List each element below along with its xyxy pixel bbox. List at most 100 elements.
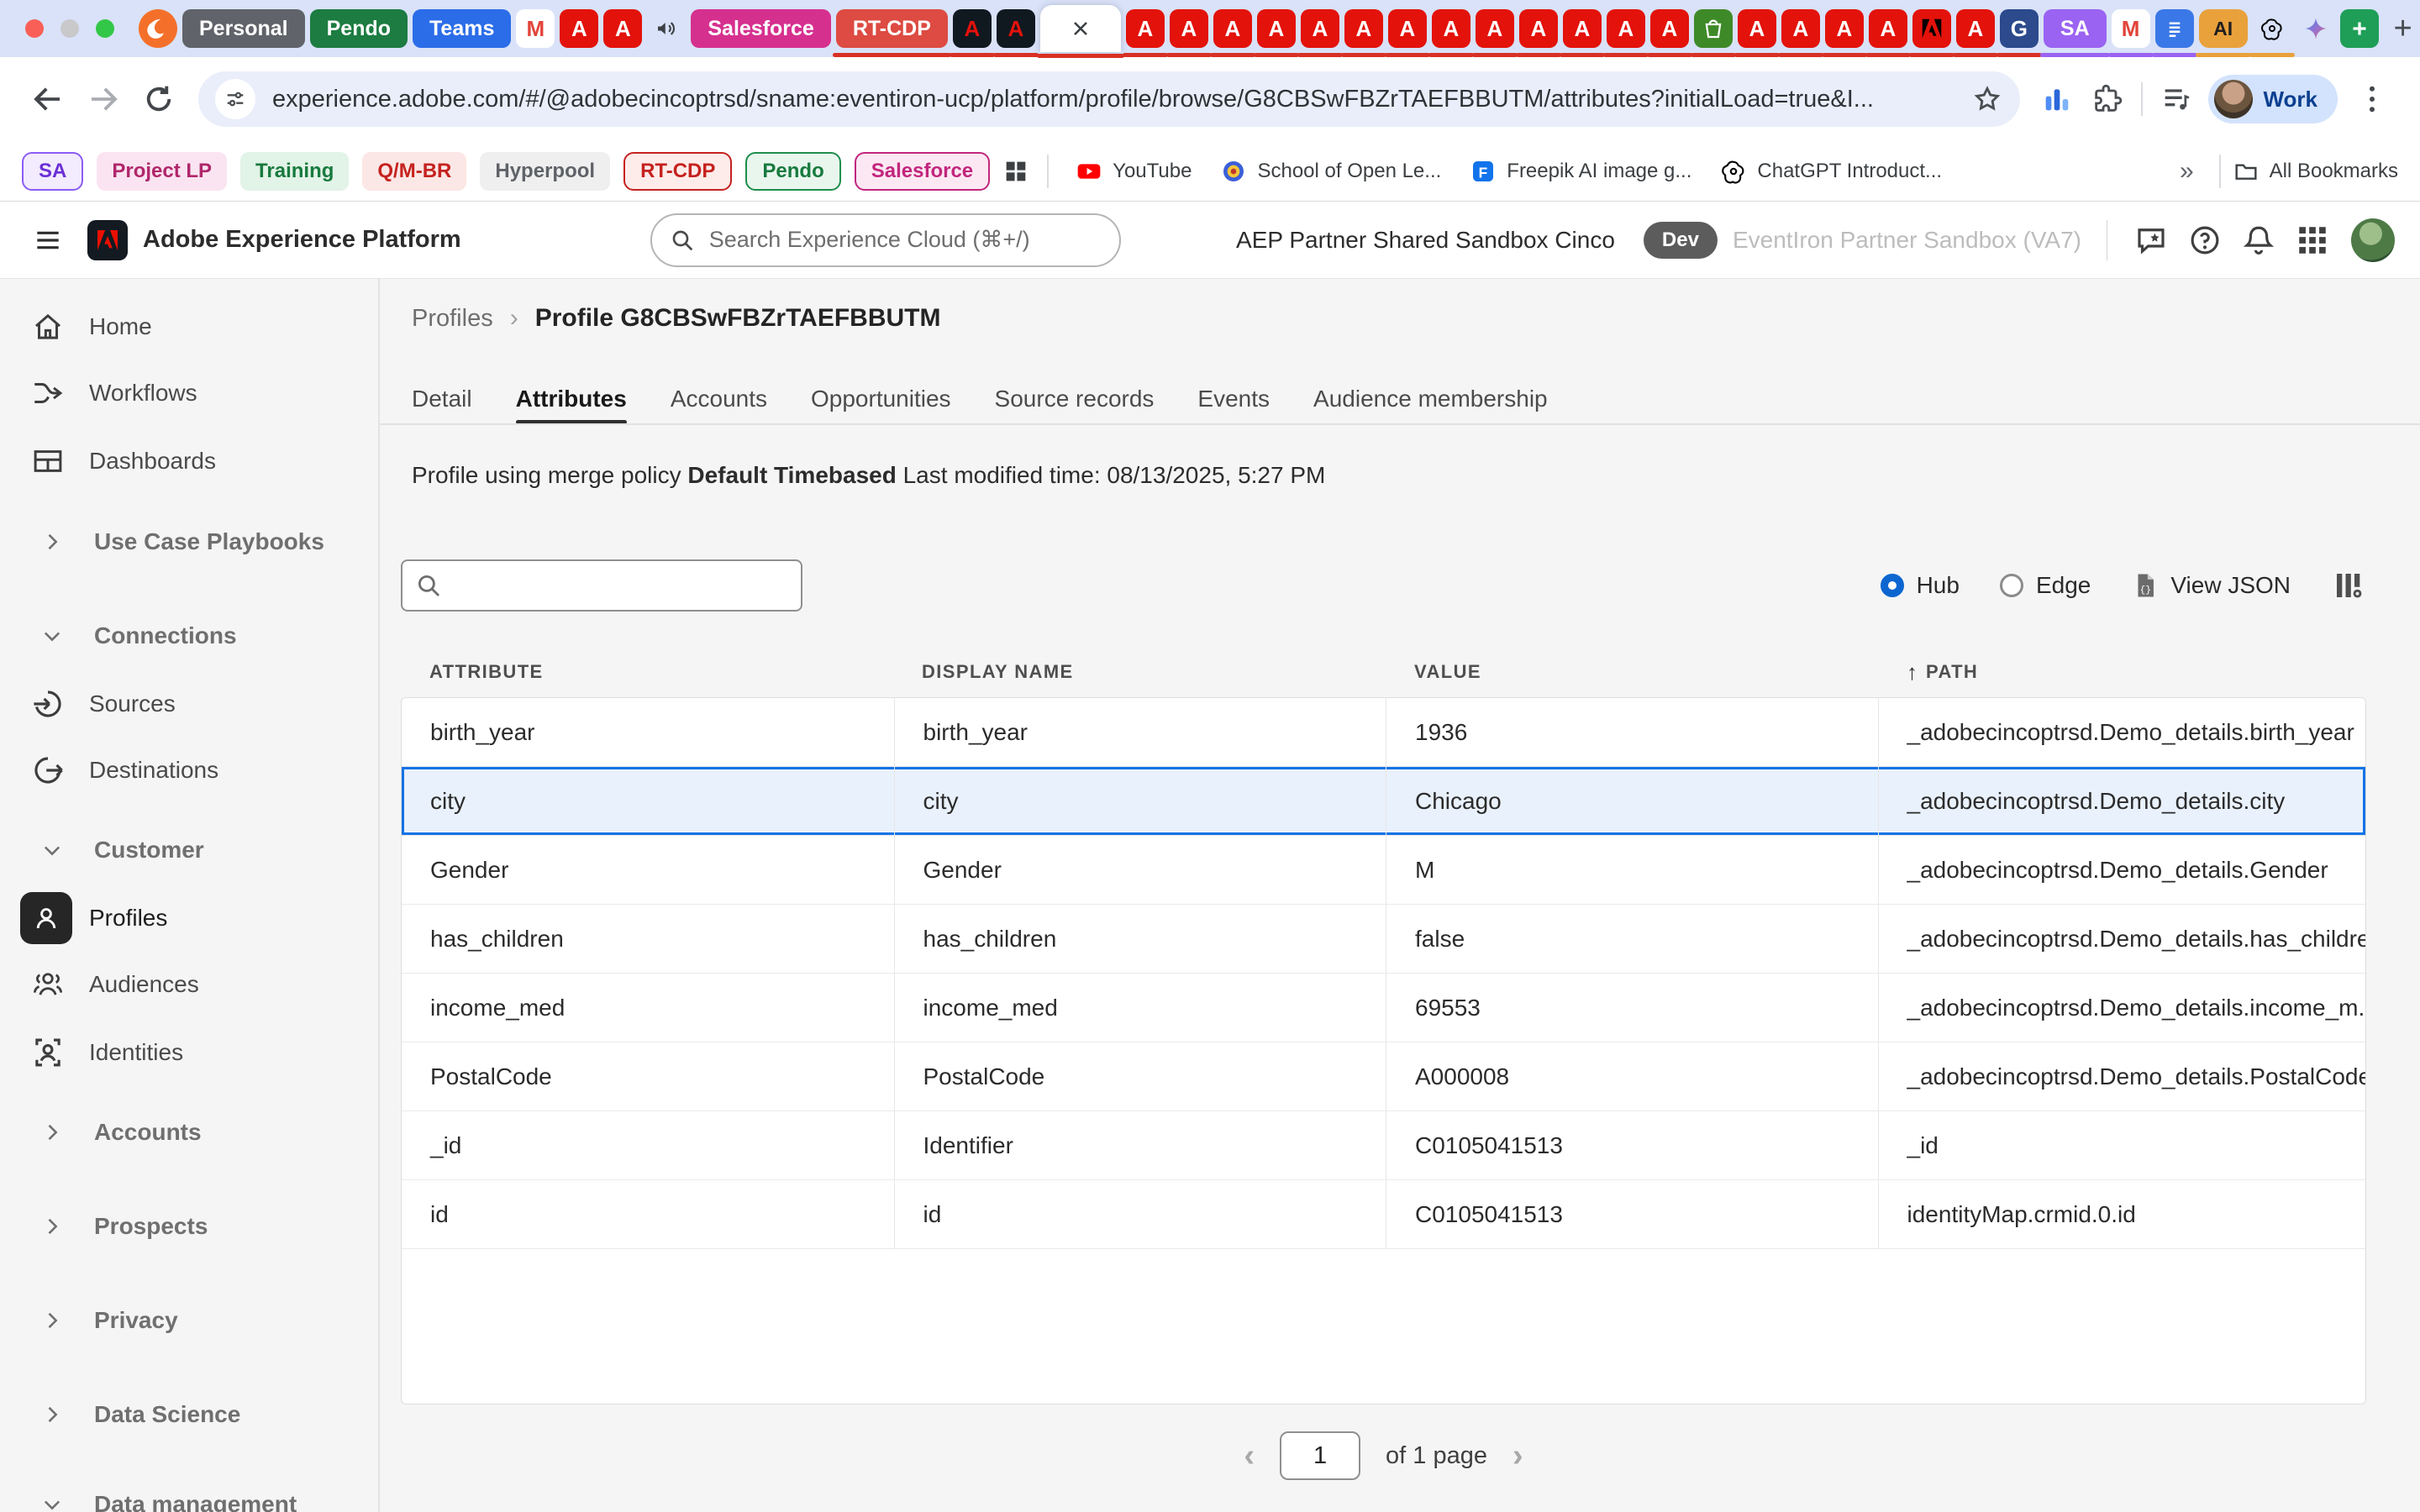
tab-adobe[interactable]: A <box>1122 9 1168 57</box>
url-text[interactable]: experience.adobe.com/#/@adobecincoptrsd/… <box>272 85 1874 113</box>
experience-cloud-search[interactable]: Search Experience Cloud (⌘+/) <box>650 213 1121 267</box>
tab-detail[interactable]: Detail <box>412 386 472 412</box>
bookmark-group-chip[interactable]: Pendo <box>745 151 841 191</box>
new-tab-button[interactable]: + <box>2384 9 2420 48</box>
notifications-icon[interactable] <box>2241 223 2276 258</box>
tab-group-rt-cdp[interactable]: RT-CDP <box>832 9 951 57</box>
bookmarks-overflow-button[interactable]: » <box>2179 156 2194 185</box>
tab-bucket[interactable] <box>1690 9 1736 57</box>
tab-adobe[interactable]: A <box>1515 9 1561 57</box>
reading-list-icon[interactable] <box>2160 82 2193 116</box>
hub-radio[interactable]: Hub <box>1880 572 1960 599</box>
back-button[interactable] <box>30 81 66 117</box>
tab-gmail[interactable]: M <box>516 9 555 48</box>
apps-grid-icon[interactable] <box>1002 157 1030 186</box>
tab-group-salesforce[interactable]: Salesforce <box>691 9 831 48</box>
help-icon[interactable] <box>2187 223 2223 258</box>
previous-page-button[interactable]: ‹ <box>1244 1437 1255 1473</box>
sidebar-section-use-case-playbooks[interactable]: Use Case Playbooks <box>0 515 378 569</box>
column-header[interactable]: ↑ PATH <box>1907 659 1979 685</box>
bookmark-group-chip[interactable]: Hyperpool <box>480 151 611 191</box>
extension-icon[interactable] <box>2040 82 2074 116</box>
hamburger-menu-icon[interactable] <box>32 224 64 256</box>
sidebar-section-prospects[interactable]: Prospects <box>0 1200 378 1253</box>
tab-adobe[interactable]: A <box>1777 9 1823 57</box>
tab-adobe[interactable]: A <box>1297 9 1343 57</box>
tab-adobe[interactable]: A <box>1384 9 1430 57</box>
view-json-button[interactable]: {} View JSON <box>2131 571 2291 600</box>
bookmark-item[interactable]: YouTube <box>1076 158 1192 185</box>
tab-attributes[interactable]: Attributes <box>515 376 628 424</box>
bookmark-group-chip[interactable]: RT-CDP <box>623 151 733 191</box>
tab-audio[interactable] <box>647 9 686 48</box>
browser-menu-button[interactable] <box>2354 81 2390 117</box>
attribute-search-field[interactable] <box>401 559 802 612</box>
tab-adobe[interactable]: A <box>1471 9 1518 57</box>
tab-group-ai[interactable]: AI <box>2195 9 2251 57</box>
breadcrumb-profiles-link[interactable]: Profiles <box>412 304 493 332</box>
sidebar-item-identities[interactable]: Identities <box>0 1026 378 1079</box>
org-name[interactable]: AEP Partner Shared Sandbox Cinco <box>1236 226 1615 253</box>
tab-g[interactable]: G <box>1996 9 2042 57</box>
tab-chatgpt[interactable] <box>2249 9 2295 57</box>
table-row[interactable]: birth_year birth_year 1936 _adobecincopt… <box>402 698 2365 767</box>
bookmark-group-chip[interactable]: Q/M-BR <box>362 151 467 191</box>
browser-profile-button[interactable]: Work <box>2208 75 2338 123</box>
bookmark-item[interactable]: F Freepik AI image g... <box>1470 158 1691 185</box>
edge-radio[interactable]: Edge <box>1999 572 2091 599</box>
reload-button[interactable] <box>141 81 176 117</box>
tab-adobe[interactable]: A <box>1253 9 1299 57</box>
tab-adobe-logo[interactable] <box>1908 9 1954 57</box>
bookmark-group-chip[interactable]: Training <box>240 151 350 191</box>
sidebar-section-connections[interactable]: Connections <box>0 609 378 663</box>
tab-events[interactable]: Events <box>1197 386 1270 412</box>
site-settings-icon[interactable] <box>215 79 255 119</box>
table-row[interactable]: id id C0105041513 identityMap.crmid.0.id <box>402 1180 2365 1249</box>
table-row[interactable]: has_children has_children false _adobeci… <box>402 905 2365 974</box>
tab-gemini[interactable] <box>2296 9 2335 48</box>
column-header[interactable]: VALUE <box>1414 661 1481 682</box>
tab-group-pendo[interactable]: Pendo <box>309 9 408 48</box>
column-settings-icon[interactable] <box>2331 568 2366 603</box>
sidebar-item-destinations[interactable]: Destinations <box>0 743 378 797</box>
sidebar-section-customer[interactable]: Customer <box>0 823 378 877</box>
bookmark-group-chip[interactable]: Salesforce <box>854 151 991 191</box>
sandbox-name[interactable]: EventIron Partner Sandbox (VA7) <box>1732 226 2081 253</box>
tab-adobe[interactable]: A <box>1602 9 1649 57</box>
tab-accounts[interactable]: Accounts <box>670 386 767 412</box>
attribute-search-input[interactable] <box>453 561 789 610</box>
tab-adobe[interactable]: A <box>1340 9 1386 57</box>
tab-sheets[interactable] <box>2339 9 2379 48</box>
tab-adobe[interactable]: A <box>1821 9 1867 57</box>
table-row[interactable]: Gender Gender M _adobecincoptrsd.Demo_de… <box>402 836 2365 905</box>
tab-source-records[interactable]: Source records <box>994 386 1155 412</box>
tab-adobe[interactable]: A <box>560 9 599 48</box>
pinned-tab[interactable] <box>139 9 177 48</box>
sidebar-item-workflows[interactable]: Workflows <box>0 366 378 420</box>
tab-adobe[interactable]: A <box>1165 9 1212 57</box>
sidebar-section-data-management[interactable]: Data management <box>0 1478 378 1512</box>
sidebar-section-privacy[interactable]: Privacy <box>0 1294 378 1347</box>
tab-group-personal[interactable]: Personal <box>182 9 305 48</box>
bookmark-star-icon[interactable] <box>1971 83 2003 115</box>
user-avatar[interactable] <box>2351 218 2395 262</box>
table-row[interactable]: _id Identifier C0105041513 _id <box>402 1111 2365 1180</box>
table-row[interactable]: income_med income_med 69553 _adobecincop… <box>402 974 2365 1042</box>
active-tab[interactable] <box>1036 5 1124 58</box>
bookmark-group-chip[interactable]: Project LP <box>97 151 228 191</box>
tab-group-teams[interactable]: Teams <box>413 9 512 48</box>
tab-adobe[interactable]: A <box>1209 9 1255 57</box>
minimize-window-button[interactable] <box>60 19 79 38</box>
sidebar-item-dashboards[interactable]: Dashboards <box>0 434 378 488</box>
sidebar-section-data-science[interactable]: Data Science <box>0 1388 378 1441</box>
tab-docs[interactable] <box>2151 9 2197 57</box>
close-window-button[interactable] <box>25 19 44 38</box>
bookmark-item[interactable]: ChatGPT Introduct... <box>1720 158 1942 185</box>
tab-adobe-dark[interactable]: A <box>992 9 1039 57</box>
forward-button[interactable] <box>86 81 121 117</box>
column-header[interactable]: ATTRIBUTE <box>429 661 544 682</box>
app-switcher-icon[interactable] <box>2295 223 2330 258</box>
tab-adobe[interactable]: A <box>1646 9 1692 57</box>
zoom-window-button[interactable] <box>96 19 114 38</box>
tab-adobe[interactable]: A <box>1952 9 1998 57</box>
